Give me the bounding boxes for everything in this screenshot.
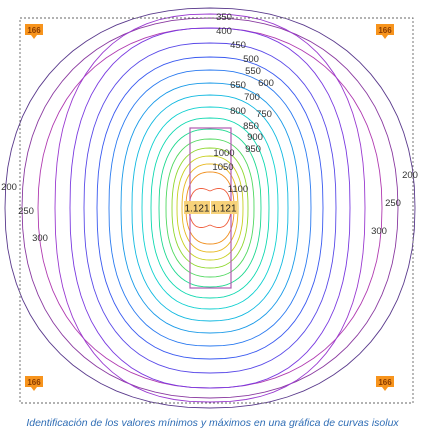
isolux-curves: [4, 7, 416, 409]
isolux-curve-500: [96, 56, 324, 360]
isolux-label-750: 750: [256, 109, 272, 120]
min-value-badges: 166 166 166 166: [25, 24, 394, 391]
isolux-labels: 2002002502503003003504004505005506006507…: [1, 12, 418, 244]
max-value-label: 1.121: [211, 201, 237, 215]
min-value-badge: 166: [25, 24, 43, 39]
isolux-curve-850: [165, 138, 255, 278]
plot-frame: [19, 17, 414, 404]
isolux-curve-800: [158, 128, 262, 288]
isolux-curve-350: [54, 13, 366, 403]
isolux-curve-550: [108, 69, 312, 347]
isolux-label-650: 650: [230, 80, 246, 91]
isolux-label-450: 450: [230, 40, 246, 51]
isolux-curve-1000: [181, 163, 239, 253]
min-value-badge: 166: [376, 24, 394, 39]
isolux-diagram: 2002002502503003003504004505005506006507…: [1, 7, 418, 409]
isolux-label-300: 300: [32, 233, 48, 244]
isolux-label-800: 800: [230, 106, 246, 117]
isolux-label-600: 600: [258, 78, 274, 89]
isolux-curve-650: [131, 94, 289, 322]
min-value-text: 166: [378, 378, 392, 387]
max-value-label: 1.121: [184, 201, 210, 215]
isolux-label-550: 550: [245, 66, 261, 77]
min-value-badge: 166: [25, 376, 43, 391]
min-value-text: 166: [27, 26, 41, 35]
isolux-label-400: 400: [216, 26, 232, 37]
isolux-label-200: 200: [1, 182, 17, 193]
isolux-curve-750: [150, 117, 270, 299]
isolux-label-850: 850: [243, 121, 259, 132]
isolux-curve-450: [83, 42, 337, 374]
isolux-label-1000: 1000: [213, 148, 234, 159]
isolux-label-250: 250: [18, 206, 34, 217]
min-value-text: 166: [378, 26, 392, 35]
isolux-label-700: 700: [244, 92, 260, 103]
isolux-curve-700: [141, 106, 279, 310]
isolux-curve-300: [37, 27, 383, 389]
max-value-labels: 1.121 1.121: [184, 201, 237, 215]
isolux-curve-200: [4, 7, 416, 409]
max-value-text: 1.121: [184, 204, 209, 215]
isolux-label-350: 350: [216, 12, 232, 23]
isolux-curve-950: [176, 155, 244, 261]
max-value-text: 1.121: [211, 204, 236, 215]
isolux-curve-250: [21, 17, 399, 399]
isolux-label-1100: 1100: [228, 184, 248, 195]
min-value-badge: 166: [376, 376, 394, 391]
isolux-label-300: 300: [371, 226, 387, 237]
figure-caption: Identificación de los valores mínimos y …: [26, 417, 399, 429]
min-value-text: 166: [27, 378, 41, 387]
isolux-label-900: 900: [247, 132, 263, 143]
isolux-label-1050: 1050: [212, 162, 233, 173]
isolux-label-250: 250: [385, 198, 401, 209]
isolux-label-950: 950: [245, 144, 261, 155]
isolux-curve-400: [69, 27, 351, 389]
isolux-label-200: 200: [402, 170, 418, 181]
isolux-curve-600: [120, 82, 300, 334]
isolux-label-500: 500: [243, 54, 259, 65]
